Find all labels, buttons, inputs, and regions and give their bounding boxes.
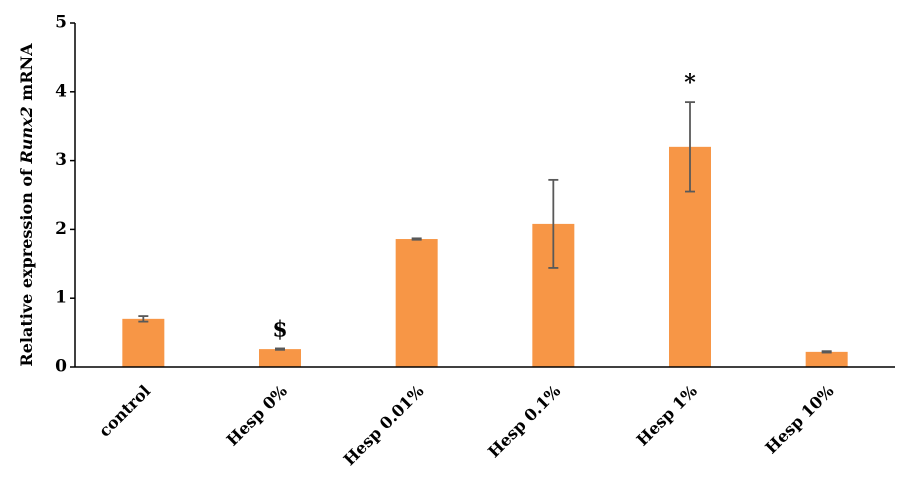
error-bar: [275, 347, 285, 351]
y-axis-label: Relative expression of Runx2 mRNA: [17, 43, 36, 367]
x-tick-label: Hesp 0.1%: [484, 381, 564, 461]
error-bar: [548, 178, 559, 269]
error-bar: [821, 350, 832, 354]
x-tick-label: Hesp 10%: [761, 381, 837, 457]
x-tick-label: Hesp 1%: [633, 381, 701, 449]
y-axis-label-part: mRNA: [17, 43, 36, 106]
error-bar: [685, 101, 695, 193]
x-tick-label: Hesp 0%: [223, 381, 291, 449]
y-tick-label: 3: [55, 150, 67, 170]
y-tick-label: 4: [55, 81, 67, 101]
y-tick-label: 2: [55, 219, 67, 239]
y-tick-label: 5: [55, 13, 67, 33]
y-axis-label-part: Relative expression of: [17, 164, 36, 367]
x-tick-label: control: [95, 381, 154, 440]
annotation: $: [272, 316, 287, 342]
y-tick-label: 1: [55, 288, 67, 308]
y-axis-label-part: Runx2: [17, 106, 36, 164]
annotation: *: [684, 70, 696, 96]
bar: [259, 349, 301, 367]
x-tick-label: Hesp 0.01%: [340, 381, 428, 469]
error-bar: [138, 315, 149, 323]
bar: [122, 318, 165, 367]
error-bar: [411, 237, 422, 241]
bar: [395, 239, 438, 367]
y-tick-label: 0: [55, 357, 67, 377]
bar: [805, 351, 848, 367]
